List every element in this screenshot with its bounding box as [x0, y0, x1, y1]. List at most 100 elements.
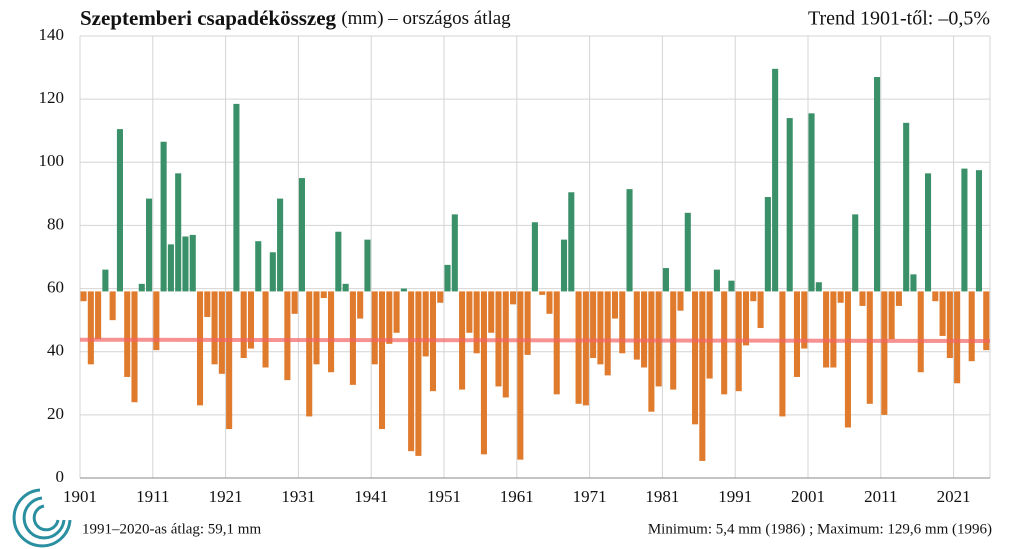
bar	[196, 291, 204, 406]
bar	[342, 283, 349, 292]
bar	[910, 274, 917, 292]
bar	[772, 68, 779, 292]
x-tick-label: 1951	[427, 487, 461, 506]
trend-text: Trend 1901-től: –0,5%	[808, 8, 990, 30]
bar	[786, 118, 793, 292]
bar	[524, 291, 531, 355]
bar	[116, 129, 123, 292]
bar	[641, 291, 648, 368]
bar	[946, 291, 953, 359]
bar	[415, 291, 422, 456]
bar	[560, 239, 568, 292]
bar	[255, 241, 262, 292]
bar	[968, 291, 975, 362]
bar	[488, 291, 495, 333]
y-tick-label: 60	[47, 277, 64, 296]
x-tick-label: 1991	[718, 487, 752, 506]
bar	[619, 291, 626, 354]
bar	[422, 291, 429, 357]
bar	[262, 291, 269, 368]
bar	[160, 141, 167, 292]
footer-right: Minimum: 5,4 mm (1986) ; Maximum: 129,6 …	[648, 521, 992, 537]
bar	[764, 197, 771, 292]
bar	[240, 291, 247, 359]
logo	[12, 488, 72, 548]
subtitle: (mm) – országos átlag	[341, 8, 511, 29]
title: Szeptemberi csapadékösszeg	[80, 6, 337, 30]
bar	[386, 291, 393, 344]
bar	[451, 214, 458, 292]
bar	[721, 291, 728, 395]
bar	[444, 264, 451, 292]
bar	[662, 268, 669, 292]
bar	[313, 291, 320, 365]
y-tick-label: 40	[47, 341, 64, 360]
bar	[924, 173, 932, 292]
bar	[306, 291, 313, 417]
bar	[699, 291, 706, 461]
bar	[531, 222, 538, 292]
bar	[961, 168, 968, 292]
bar	[218, 291, 225, 374]
footer-left: 1991–2020-as átlag: 59,1 mm	[82, 521, 261, 537]
bar	[138, 283, 145, 292]
bar	[881, 291, 888, 415]
bar	[983, 291, 990, 351]
x-tick-label: 2001	[791, 487, 825, 506]
bar	[852, 214, 859, 292]
bar	[182, 236, 189, 292]
trend-line	[79, 337, 991, 343]
y-tick-label: 120	[39, 88, 65, 107]
bar	[750, 291, 757, 302]
bar	[517, 291, 524, 460]
bar	[357, 291, 364, 319]
bar	[211, 291, 218, 365]
bar	[859, 291, 866, 306]
bar	[837, 291, 844, 303]
bar	[903, 122, 910, 292]
bar	[371, 291, 378, 365]
bar	[932, 291, 939, 302]
bar	[648, 291, 655, 412]
bar	[611, 291, 619, 319]
bar	[408, 291, 415, 452]
bar	[874, 77, 881, 292]
x-tick-label: 1981	[645, 487, 679, 506]
bar	[975, 170, 983, 292]
x-tick-label: 1901	[63, 487, 97, 506]
bar	[844, 291, 851, 428]
bar	[189, 234, 196, 292]
bar	[677, 291, 684, 311]
bar	[633, 291, 640, 360]
bar	[779, 291, 786, 417]
bar	[146, 198, 153, 292]
y-tick-label: 140	[39, 25, 65, 44]
bar	[364, 239, 371, 292]
bar	[95, 291, 102, 340]
bar	[823, 291, 830, 368]
bar	[939, 291, 946, 336]
bar	[269, 252, 276, 292]
bar	[400, 288, 407, 292]
bar	[466, 291, 473, 333]
bar	[590, 291, 597, 359]
bar	[175, 173, 182, 292]
bar	[604, 291, 611, 376]
x-tick-label: 1971	[573, 487, 607, 506]
bar	[80, 291, 87, 302]
y-tick-label: 80	[47, 214, 64, 233]
bar	[393, 291, 400, 333]
bar	[815, 282, 822, 292]
bar	[568, 192, 575, 292]
bar	[298, 178, 305, 292]
bar	[291, 291, 298, 314]
bar	[87, 291, 94, 365]
x-tick-label: 1941	[354, 487, 388, 506]
bar	[247, 291, 255, 349]
bar	[830, 291, 837, 368]
bar	[684, 212, 691, 292]
bar	[801, 291, 808, 349]
bar	[692, 291, 699, 425]
bar	[757, 291, 764, 329]
